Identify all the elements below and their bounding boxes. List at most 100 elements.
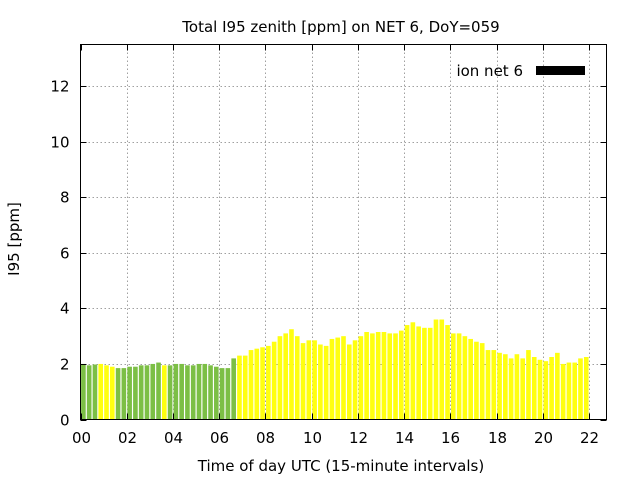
bar bbox=[300, 343, 306, 420]
bar bbox=[248, 350, 254, 420]
bar bbox=[312, 340, 317, 420]
bar bbox=[271, 341, 277, 420]
bar bbox=[398, 330, 404, 420]
x-tick-label: 16 bbox=[441, 429, 460, 447]
bar bbox=[560, 363, 566, 420]
x-tick-label: 06 bbox=[210, 429, 229, 447]
bar bbox=[387, 333, 393, 420]
bar bbox=[531, 357, 537, 420]
bar bbox=[190, 365, 196, 420]
x-tick-label: 08 bbox=[256, 429, 275, 447]
bar bbox=[289, 329, 294, 420]
bar bbox=[393, 333, 398, 420]
bar bbox=[92, 364, 98, 420]
bar bbox=[185, 365, 190, 420]
x-tick-label: 00 bbox=[72, 429, 91, 447]
bar bbox=[566, 362, 572, 420]
x-tick-label: 20 bbox=[534, 429, 553, 447]
bar bbox=[231, 358, 236, 420]
y-tick-labels: 0 2 4 6 8 10 12 bbox=[50, 78, 69, 430]
bar bbox=[485, 350, 491, 420]
bar bbox=[491, 350, 497, 420]
bar bbox=[329, 338, 335, 420]
bar bbox=[537, 359, 543, 420]
bar bbox=[138, 365, 144, 420]
bar bbox=[196, 363, 202, 420]
bar bbox=[156, 362, 161, 420]
bar bbox=[179, 363, 184, 420]
y-tick-label: 0 bbox=[60, 412, 70, 430]
bar bbox=[104, 365, 109, 420]
bar bbox=[109, 366, 115, 420]
bar bbox=[219, 368, 225, 420]
bar bbox=[479, 343, 485, 420]
bar bbox=[451, 333, 456, 420]
bar bbox=[306, 340, 312, 420]
bar bbox=[445, 325, 450, 420]
bar bbox=[572, 362, 578, 420]
bar bbox=[526, 350, 531, 420]
bar bbox=[115, 368, 121, 420]
bar bbox=[346, 344, 352, 420]
bar bbox=[98, 363, 104, 420]
legend-swatch bbox=[536, 66, 585, 75]
bar bbox=[503, 354, 508, 420]
bar bbox=[520, 358, 525, 420]
y-axis-label: I95 [ppm] bbox=[5, 202, 23, 276]
bar bbox=[121, 368, 127, 420]
bar bbox=[341, 336, 346, 420]
x-tick-labels: 00 02 04 06 08 10 12 14 16 18 20 22 bbox=[72, 429, 599, 447]
bar bbox=[456, 333, 462, 420]
bar bbox=[433, 319, 439, 420]
x-tick-label: 14 bbox=[395, 429, 414, 447]
bar bbox=[277, 336, 283, 420]
bar bbox=[173, 363, 179, 420]
bar bbox=[254, 348, 260, 420]
bar bbox=[352, 340, 358, 420]
bar bbox=[242, 355, 248, 420]
y-tick-label: 2 bbox=[60, 356, 70, 374]
bar bbox=[260, 347, 265, 420]
bars bbox=[81, 319, 589, 420]
bar bbox=[422, 327, 427, 420]
bar bbox=[549, 357, 554, 420]
x-tick-label: 02 bbox=[118, 429, 137, 447]
legend-label: ion net 6 bbox=[456, 62, 523, 80]
bar bbox=[468, 338, 473, 420]
y-tick-label: 10 bbox=[50, 134, 69, 152]
bar bbox=[439, 319, 445, 420]
x-tick-label: 22 bbox=[580, 429, 599, 447]
bar bbox=[335, 337, 341, 420]
bar bbox=[578, 358, 583, 420]
bar bbox=[283, 333, 289, 420]
bar bbox=[86, 365, 92, 420]
bar bbox=[416, 326, 421, 420]
legend: ion net 6 bbox=[456, 62, 585, 80]
ticks bbox=[80, 44, 607, 421]
bar bbox=[81, 363, 86, 420]
bar bbox=[514, 354, 520, 420]
bar bbox=[364, 332, 369, 420]
bar bbox=[427, 327, 433, 420]
bar bbox=[381, 332, 387, 420]
bar bbox=[370, 333, 375, 420]
bar bbox=[208, 365, 213, 420]
bar bbox=[583, 357, 589, 420]
bar bbox=[555, 352, 560, 420]
bar bbox=[462, 336, 468, 420]
bar bbox=[133, 366, 138, 420]
bar bbox=[474, 341, 479, 420]
bar bbox=[214, 366, 219, 420]
x-tick-label: 04 bbox=[164, 429, 183, 447]
x-tick-label: 10 bbox=[303, 429, 322, 447]
chart-title: Total I95 zenith [ppm] on NET 6, DoY=059 bbox=[181, 18, 499, 36]
plot-frame bbox=[80, 44, 607, 420]
bar bbox=[294, 336, 300, 420]
bar bbox=[144, 365, 150, 420]
bar bbox=[323, 345, 329, 420]
bar bbox=[404, 325, 410, 420]
y-tick-label: 8 bbox=[60, 189, 70, 207]
bar bbox=[375, 332, 381, 420]
bar bbox=[127, 366, 132, 420]
